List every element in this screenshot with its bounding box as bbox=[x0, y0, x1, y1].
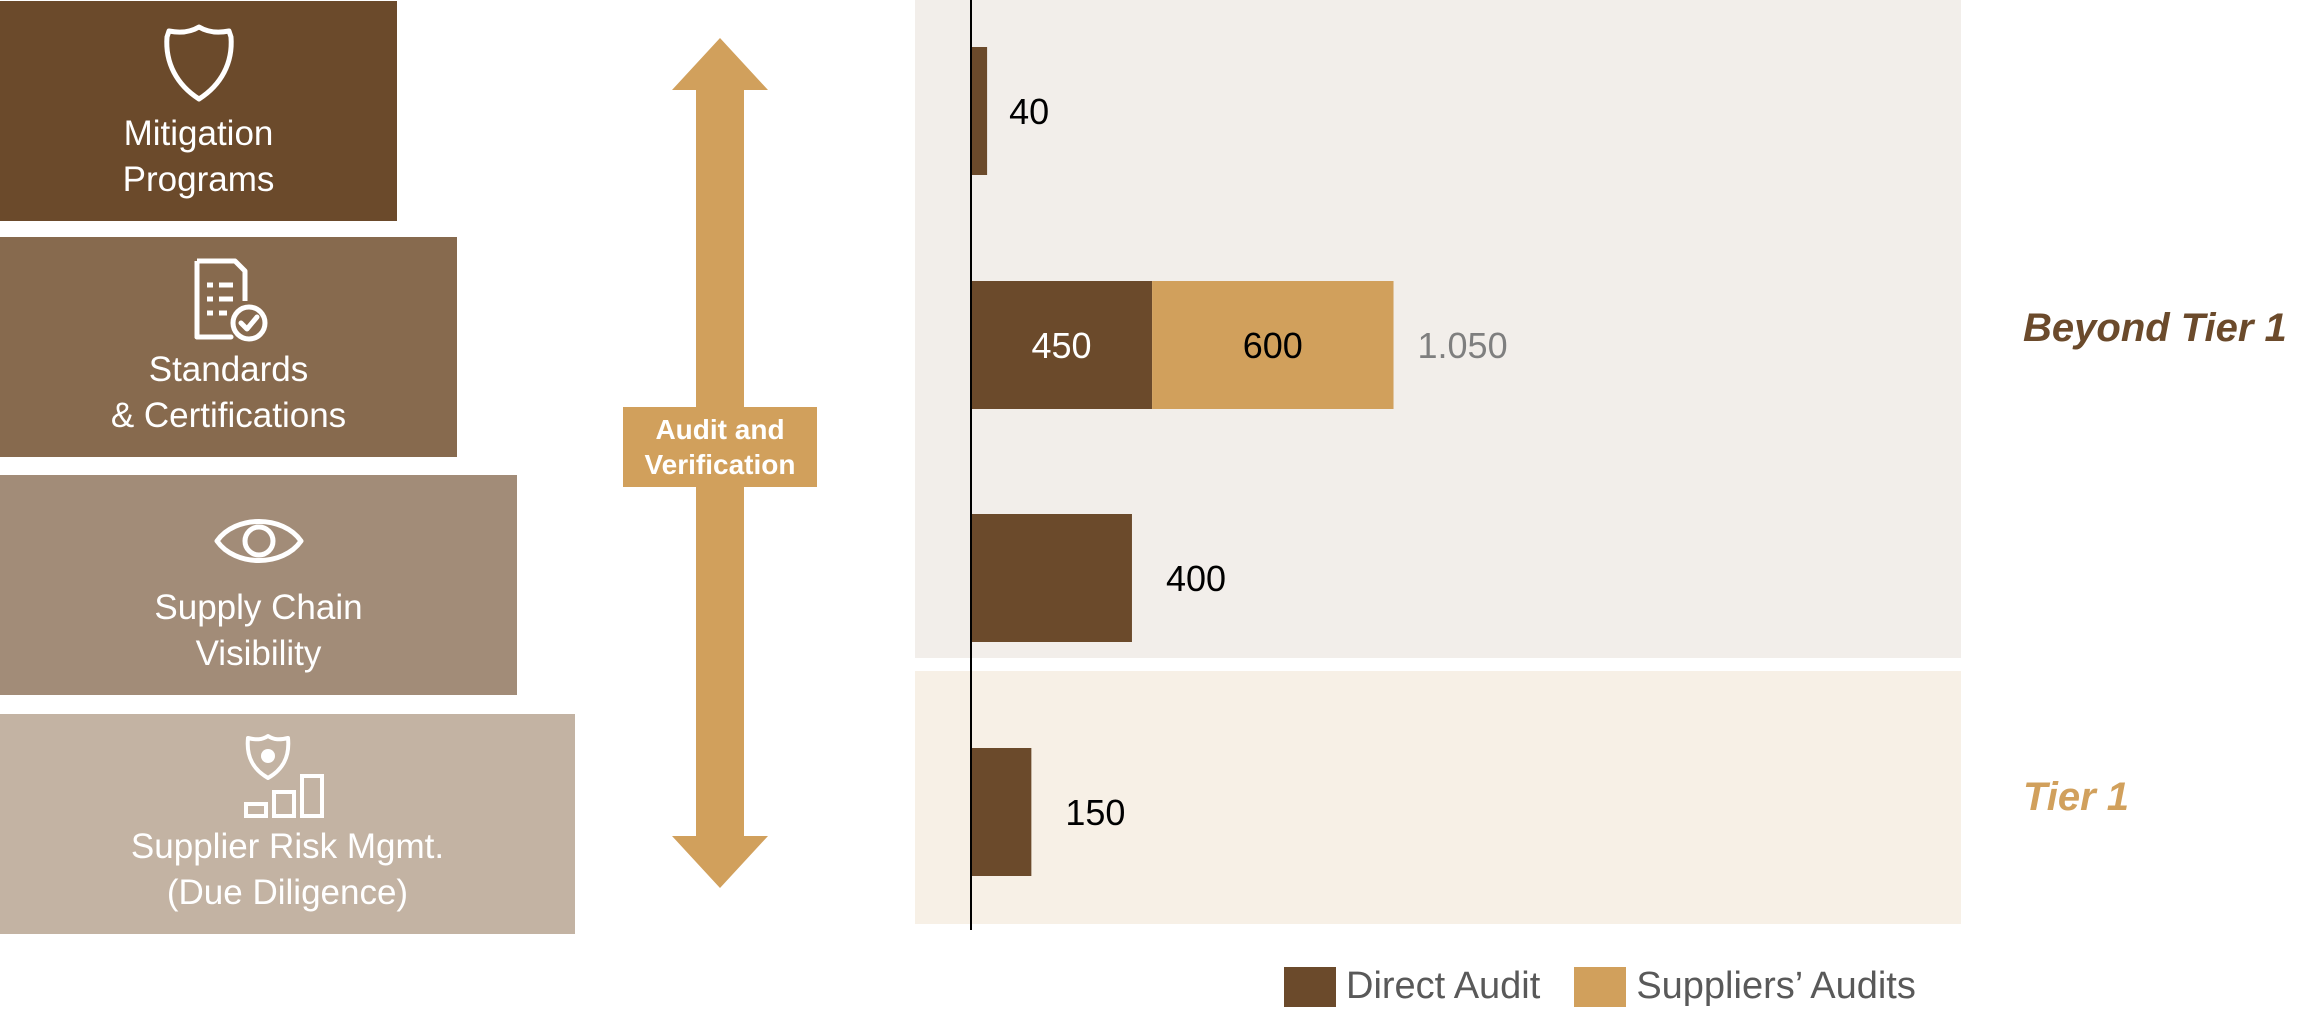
group-label-beyond-tier-1: Beyond Tier 1 bbox=[2023, 306, 2287, 350]
step-label: Supplier Risk Mgmt. (Due Diligence) bbox=[130, 827, 445, 912]
risk-bar-chart-icon bbox=[243, 734, 324, 818]
step-supply-chain-visibility: Supply Chain Visibility bbox=[0, 475, 517, 695]
legend-item-suppliers-audits: Suppliers’ Audits bbox=[1574, 965, 1916, 1008]
chart-legend: Direct Audit Suppliers’ Audits bbox=[1284, 965, 1950, 1008]
value-label: 600 bbox=[1243, 325, 1303, 366]
legend-swatch bbox=[1574, 966, 1627, 1007]
legend-item-direct-audit: Direct Audit bbox=[1284, 965, 1540, 1008]
bar-direct-audit-standards-certifications bbox=[971, 281, 1153, 409]
step-label: Supply Chain Visibility bbox=[154, 588, 363, 673]
bar-direct-audit-mitigation-programs bbox=[971, 47, 988, 175]
step-mitigation-programs: Mitigation Programs bbox=[0, 1, 397, 221]
step-label: Mitigation Programs bbox=[122, 114, 275, 199]
bar-direct-audit-supply-chain-visibility bbox=[971, 514, 1132, 642]
step-label: Standards & Certifications bbox=[110, 350, 347, 435]
value-label: 40 bbox=[1009, 91, 1049, 132]
step-standards-certifications: Standards & Certifications bbox=[0, 237, 457, 457]
bar-suppliers-audits-standards-certifications bbox=[1152, 281, 1394, 409]
total-label: 1.050 bbox=[1418, 325, 1508, 366]
value-label: 150 bbox=[1065, 792, 1125, 833]
value-label: 450 bbox=[1032, 325, 1092, 366]
step-supplier-risk-mgmt: Supplier Risk Mgmt. (Due Diligence) bbox=[0, 714, 575, 934]
audit-verification-label: Audit and Verification bbox=[623, 407, 817, 487]
legend-swatch bbox=[1284, 966, 1336, 1007]
group-label-tier-1: Tier 1 bbox=[2023, 775, 2129, 819]
shield-icon bbox=[163, 24, 234, 102]
legend-label: Direct Audit bbox=[1346, 965, 1541, 1007]
eye-icon bbox=[214, 519, 303, 563]
legend-label: Suppliers’ Audits bbox=[1636, 965, 1916, 1007]
band-tier-1 bbox=[915, 671, 1961, 924]
bar-direct-audit-supplier-risk-mgmt-due-diligence bbox=[971, 748, 1032, 876]
certified-document-icon bbox=[194, 258, 267, 342]
value-label: 400 bbox=[1166, 558, 1226, 599]
